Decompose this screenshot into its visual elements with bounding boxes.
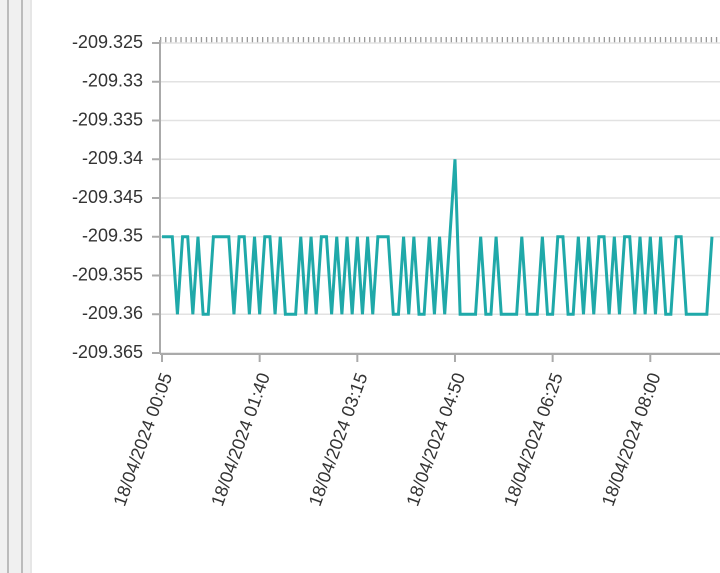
x-tick-label: 18/04/2024 03:15 <box>305 370 372 509</box>
data-line <box>162 159 714 316</box>
y-tick-label: -209.345 <box>72 187 143 207</box>
y-tick-label: -209.335 <box>72 109 143 129</box>
x-tick-label: 18/04/2024 08:00 <box>598 370 665 509</box>
x-tick-label: 18/04/2024 06:25 <box>500 370 567 509</box>
y-tick-label: -209.355 <box>72 264 143 284</box>
window-frame <box>0 0 30 573</box>
y-tick-label: -209.325 <box>72 32 143 52</box>
y-tick-label: -209.36 <box>82 303 143 323</box>
y-tick-label: -209.35 <box>82 226 143 246</box>
y-tick-label: -209.365 <box>72 342 143 362</box>
y-tick-label: -209.34 <box>82 148 143 168</box>
y-tick-label: -209.33 <box>82 71 143 91</box>
x-tick-label: 18/04/2024 01:40 <box>207 370 274 509</box>
x-tick-label: 18/04/2024 00:05 <box>109 370 176 509</box>
x-tick-label: 18/04/2024 04:50 <box>402 370 469 509</box>
